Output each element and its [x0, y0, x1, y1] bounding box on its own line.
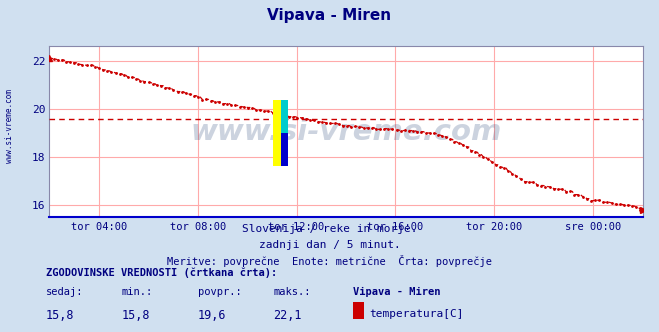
Text: 15,8: 15,8	[122, 309, 150, 322]
Text: 22,1: 22,1	[273, 309, 302, 322]
Text: 19,6: 19,6	[198, 309, 226, 322]
Text: Meritve: povprečne  Enote: metrične  Črta: povprečje: Meritve: povprečne Enote: metrične Črta:…	[167, 255, 492, 267]
Bar	[273, 100, 281, 166]
Text: sedaj:: sedaj:	[46, 287, 84, 297]
Text: zadnji dan / 5 minut.: zadnji dan / 5 minut.	[258, 240, 401, 250]
Text: www.si-vreme.com: www.si-vreme.com	[190, 118, 501, 146]
Text: temperatura[C]: temperatura[C]	[369, 309, 463, 319]
Text: Vipava - Miren: Vipava - Miren	[353, 287, 440, 297]
Text: min.:: min.:	[122, 287, 153, 297]
Text: ZGODOVINSKE VREDNOSTI (črtkana črta):: ZGODOVINSKE VREDNOSTI (črtkana črta):	[46, 267, 277, 278]
Text: maks.:: maks.:	[273, 287, 311, 297]
Text: www.si-vreme.com: www.si-vreme.com	[5, 89, 14, 163]
Text: Vipava - Miren: Vipava - Miren	[268, 8, 391, 23]
Bar	[281, 100, 288, 133]
Text: Slovenija / reke in morje.: Slovenija / reke in morje.	[242, 224, 417, 234]
Bar	[281, 133, 288, 166]
Text: 15,8: 15,8	[46, 309, 74, 322]
Text: povpr.:: povpr.:	[198, 287, 241, 297]
